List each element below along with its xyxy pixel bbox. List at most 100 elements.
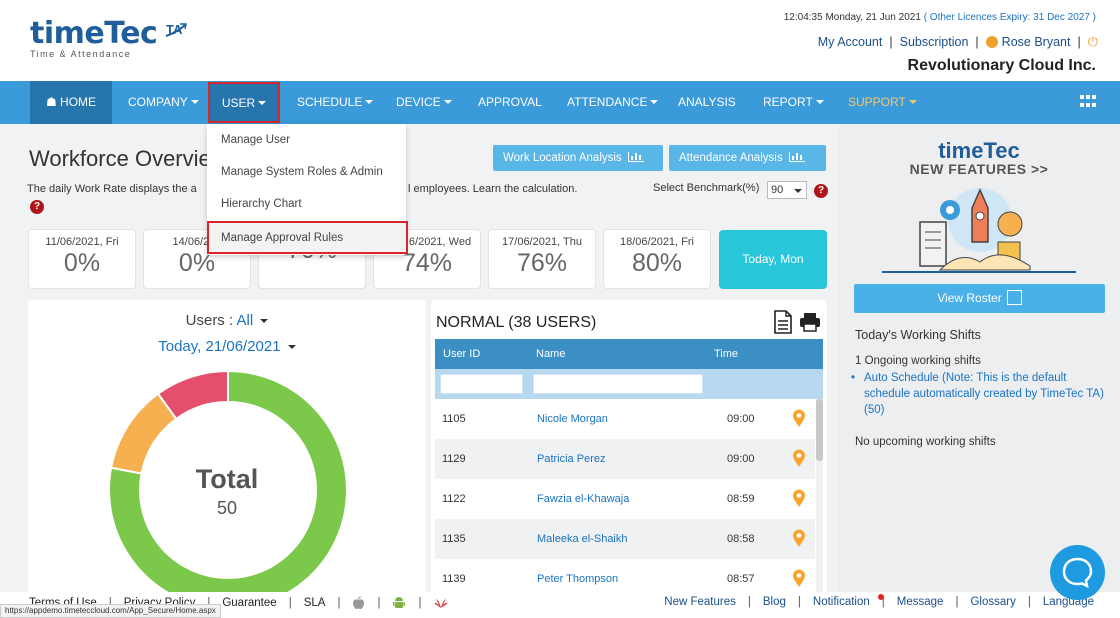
apps-grid-icon[interactable] [1080,95,1096,109]
separator: | [337,597,341,609]
users-card: Users : All Today, 21/06/2021 Total 50 [28,300,426,618]
location-pin-icon[interactable] [792,449,806,468]
table-row[interactable]: 1135 Maleeka el-Shaikh 08:58 [435,519,815,559]
work-rate-description-tail[interactable]: l employees. Learn the calculation. [408,183,578,195]
chevron-down-icon [258,101,267,105]
menu-item-approval-rules[interactable]: Manage Approval Rules [207,221,408,254]
table-row[interactable]: 1122 Fawzia el-Khawaja 08:59 [435,479,815,519]
guarantee-link[interactable]: Guarantee [222,597,277,609]
power-icon[interactable]: ⏻ [1087,34,1098,49]
table-scrollbar[interactable] [816,399,823,618]
work-rate-description: The daily Work Rate displays the a [27,183,197,195]
user-id-filter-input[interactable] [440,374,523,394]
location-pin-icon[interactable] [792,489,806,508]
chat-button[interactable] [1050,545,1105,600]
print-icon[interactable] [799,312,821,332]
glossary-link[interactable]: Glossary [970,596,1016,608]
day-card[interactable]: 11/06/2021, Fri 0% [28,229,136,289]
my-account-link[interactable]: My Account [817,35,883,49]
nav-device[interactable]: DEVICE [396,81,452,124]
message-link[interactable]: Message [896,596,944,608]
auto-schedule-link[interactable]: Auto Schedule (Note: This is the default… [851,370,1112,418]
apple-icon[interactable] [352,596,365,610]
day-card[interactable]: 6/2021, Wed 74% [373,229,481,289]
donut-total-label: Total [195,464,259,494]
document-icon[interactable] [773,310,793,334]
nav-company[interactable]: COMPANY [128,81,199,124]
user-dropdown-menu: Manage User Manage System Roles & Admin … [207,124,408,255]
huawei-icon[interactable] [433,597,449,609]
new-features-footer-link[interactable]: New Features [664,596,736,608]
users-filter[interactable]: Users : All [28,312,426,329]
scrollbar-thumb[interactable] [816,399,823,461]
day-card[interactable]: 17/06/2021, Thu 76% [488,229,596,289]
bar-chart-icon [788,152,805,162]
row-user-id: 1139 [442,573,466,585]
table-row[interactable]: 1129 Patricia Perez 09:00 [435,439,815,479]
table-row[interactable]: 1105 Nicole Morgan 09:00 [435,399,815,439]
nav-company-label: COMPANY [128,95,188,109]
new-features-link[interactable]: NEW FEATURES >> [909,161,1049,177]
donut-segment-green[interactable] [108,369,348,610]
location-pin-icon[interactable] [792,409,806,428]
work-location-analysis-button[interactable]: Work Location Analysis [493,145,663,171]
row-name[interactable]: Nicole Morgan [537,413,608,425]
nav-approval[interactable]: APPROVAL [478,81,542,124]
notification-link[interactable]: Notification [812,596,870,608]
nav-schedule-label: SCHEDULE [297,95,363,109]
nav-support[interactable]: SUPPORT [848,81,917,124]
blog-link[interactable]: Blog [762,596,786,608]
attendance-analysis-button[interactable]: Attendance Analysis [669,145,826,171]
nav-device-label: DEVICE [396,95,441,109]
nav-attendance[interactable]: ATTENDANCE [567,81,659,124]
donut-segment-red[interactable] [156,369,229,421]
nav-analysis[interactable]: ANALYSIS [678,81,736,124]
chevron-down-icon [260,319,269,323]
row-time: 09:00 [727,413,755,425]
row-name[interactable]: Maleeka el-Shaikh [537,533,628,545]
subscription-link[interactable]: Subscription [899,35,969,49]
nav-report[interactable]: REPORT [763,81,824,124]
menu-item-manage-user[interactable]: Manage User [221,134,291,146]
view-roster-button[interactable]: View Roster [854,284,1105,313]
help-icon[interactable]: ? [30,200,44,214]
chevron-down-icon [190,100,199,104]
nav-analysis-label: ANALYSIS [678,95,736,109]
row-name[interactable]: Fawzia el-Khawaja [537,493,630,505]
right-panel: timeTec NEW FEATURES >> View Roster Toda… [838,124,1120,592]
row-name[interactable]: Patricia Perez [537,453,606,465]
location-pin-icon[interactable] [792,569,806,588]
page-title: Workforce Overvie [29,146,211,171]
user-menu[interactable]: Rose Bryant [985,35,1070,49]
chevron-down-icon [443,100,452,104]
row-time: 08:59 [727,493,755,505]
day-date: 17/06/2021, Thu [502,236,582,248]
help-icon[interactable]: ? [814,184,828,198]
day-rate: 80% [631,249,683,277]
timetec-logo[interactable]: timeTec Time & Attendance TA [30,16,187,59]
location-pin-icon[interactable] [792,529,806,548]
column-header-name[interactable]: Name [536,348,566,360]
nav-user[interactable]: USER [208,82,280,123]
nav-schedule[interactable]: SCHEDULE [297,81,374,124]
menu-item-hierarchy-chart[interactable]: Hierarchy Chart [221,198,302,210]
licence-expiry[interactable]: ( Other Licences Expiry: 31 Dec 2027 ) [923,12,1096,23]
date-select[interactable]: Today, 21/06/2021 [28,338,426,355]
benchmark-select[interactable]: 90 [767,181,807,199]
android-icon[interactable] [392,596,406,610]
column-header-user-id[interactable]: User ID [443,348,481,360]
row-name[interactable]: Peter Thompson [537,573,619,585]
users-filter-value: All [236,312,254,329]
sla-link[interactable]: SLA [303,597,326,609]
menu-item-system-roles[interactable]: Manage System Roles & Admin [221,166,383,178]
day-card[interactable]: 18/06/2021, Fri 80% [603,229,711,289]
separator: | [1027,596,1031,608]
nav-home-label: HOME [60,95,97,109]
date-value: Today, 21/06/2021 [158,338,281,355]
column-header-time[interactable]: Time [714,348,739,360]
chevron-down-icon [365,100,374,104]
today-card[interactable]: Today, Mon [719,230,827,289]
workforce-overview: Workforce Overvie Work Location Analysis… [0,124,838,618]
nav-home[interactable]: ☗ HOME [30,81,112,124]
name-filter-input[interactable] [533,374,703,394]
